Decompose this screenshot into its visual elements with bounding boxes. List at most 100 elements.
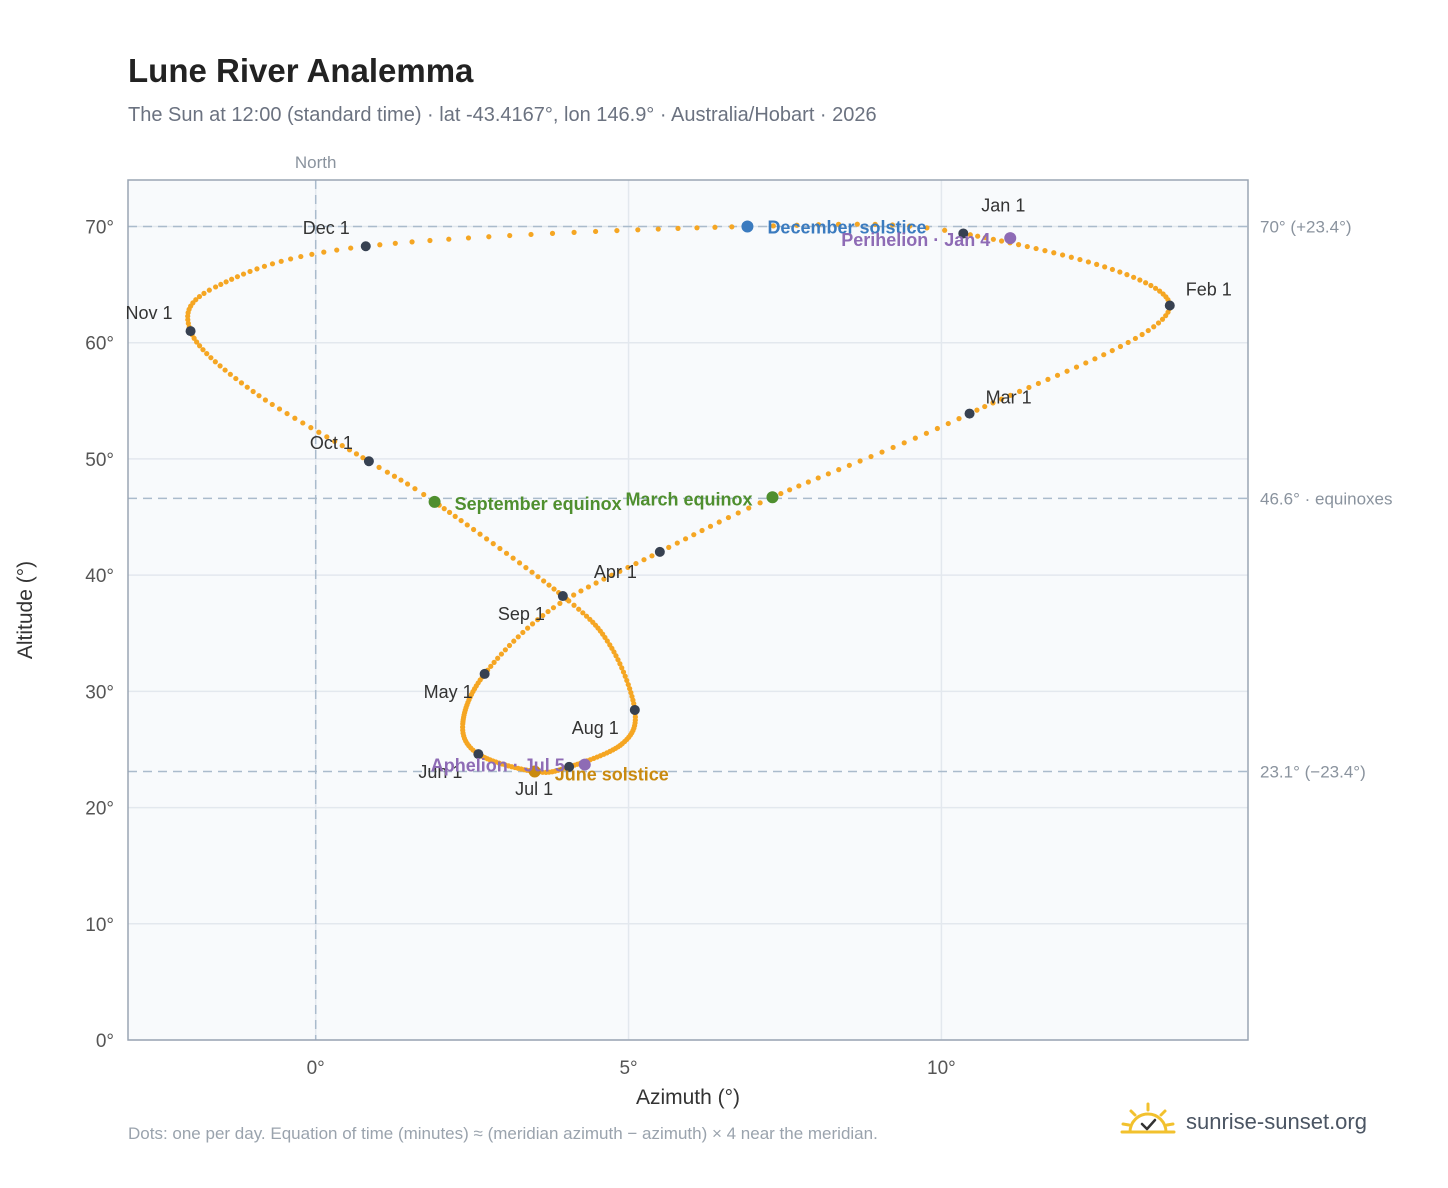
- day-dot: [1143, 280, 1149, 286]
- day-dot: [465, 235, 472, 241]
- day-dot: [868, 453, 874, 460]
- day-dot: [1139, 331, 1145, 338]
- day-dot: [757, 500, 763, 506]
- day-dot: [223, 279, 229, 285]
- day-dot: [217, 363, 223, 369]
- month-label: Jun 1: [418, 762, 462, 782]
- day-dot: [1051, 250, 1057, 256]
- day-dot: [990, 400, 996, 406]
- day-dot: [484, 536, 490, 542]
- day-dot: [1101, 352, 1107, 358]
- day-dot: [196, 343, 203, 349]
- day-dot: [835, 221, 842, 227]
- north-label: North: [295, 153, 337, 172]
- day-dot: [193, 297, 199, 303]
- day-dot: [339, 443, 345, 449]
- day-dot: [609, 572, 615, 578]
- day-dot: [945, 420, 951, 427]
- event-label: Aphelion · Jul 5: [431, 756, 565, 776]
- day-dot: [1015, 242, 1022, 248]
- event-label: Perihelion · Jan 4: [841, 230, 990, 250]
- day-dot: [376, 464, 382, 470]
- day-dot: [1117, 269, 1123, 275]
- day-dot: [412, 486, 418, 492]
- daily-dots: [185, 221, 1173, 775]
- day-dot: [872, 221, 878, 227]
- day-dot: [641, 557, 647, 563]
- day-dot: [201, 290, 207, 296]
- day-dot: [520, 629, 526, 636]
- month-marker: [360, 241, 371, 252]
- day-dot: [262, 397, 269, 403]
- day-dot: [550, 605, 557, 611]
- day-dot: [256, 393, 262, 399]
- day-dot: [846, 462, 852, 468]
- day-dot: [309, 251, 315, 257]
- day-dot: [1007, 392, 1014, 398]
- day-dot: [1085, 259, 1091, 265]
- day-dot: [525, 625, 531, 631]
- day-dot: [1125, 339, 1131, 346]
- month-label: Jul 1: [515, 779, 553, 799]
- day-dot: [857, 458, 863, 464]
- day-dot: [534, 617, 541, 623]
- day-dot: [346, 447, 353, 453]
- day-dot: [218, 281, 224, 288]
- day-dot: [889, 222, 896, 228]
- y-tick-label: 20°: [85, 799, 114, 820]
- day-dot: [441, 506, 447, 512]
- day-dot: [607, 642, 613, 648]
- x-tick-label: 0°: [307, 1058, 325, 1079]
- day-dot: [409, 239, 415, 245]
- day-dot: [446, 236, 452, 242]
- day-dot: [1163, 313, 1169, 319]
- day-dot: [617, 568, 623, 574]
- day-dot: [890, 444, 896, 451]
- day-dot: [1109, 266, 1116, 273]
- day-dot: [1155, 320, 1162, 326]
- day-dot: [633, 560, 639, 567]
- day-dot: [566, 598, 572, 604]
- day-dot: [580, 610, 586, 616]
- day-dot: [854, 221, 860, 227]
- event-marker: [1004, 232, 1017, 245]
- day-dot: [794, 222, 800, 228]
- y-tick-label: 50°: [85, 450, 114, 471]
- day-dot: [298, 253, 304, 260]
- day-dot: [576, 606, 582, 612]
- day-dot: [778, 490, 784, 497]
- day-dot: [729, 224, 735, 230]
- day-dot: [879, 449, 885, 455]
- day-dot: [585, 584, 592, 590]
- day-dot: [1059, 252, 1066, 258]
- day-dot: [617, 661, 623, 667]
- day-dot: [348, 245, 354, 251]
- day-dot: [546, 582, 552, 588]
- day-dot: [805, 479, 811, 485]
- day-dot: [583, 613, 590, 619]
- day-dot: [384, 469, 390, 475]
- day-dot: [488, 663, 494, 669]
- day-dot: [276, 406, 283, 412]
- month-label: Mar 1: [986, 388, 1032, 408]
- y-tick-label: 10°: [85, 915, 114, 936]
- day-dot: [746, 505, 752, 511]
- day-dot: [912, 435, 918, 441]
- day-dot: [486, 234, 492, 240]
- day-dot: [490, 541, 496, 547]
- y-axis-label: Altitude (°): [14, 561, 37, 659]
- day-dot: [427, 237, 433, 244]
- brand[interactable]: sunrise-sunset.org: [1120, 1102, 1367, 1142]
- day-dot: [587, 616, 593, 622]
- day-dot: [535, 574, 541, 580]
- month-marker: [363, 456, 374, 467]
- day-dot: [392, 240, 398, 246]
- day-dot: [234, 274, 241, 280]
- day-dot: [1117, 343, 1124, 350]
- day-dot: [699, 527, 705, 534]
- day-dot: [1102, 264, 1108, 270]
- day-dot: [1137, 277, 1143, 283]
- day-dot: [615, 657, 621, 663]
- day-dot: [497, 545, 503, 552]
- day-dot: [244, 384, 250, 390]
